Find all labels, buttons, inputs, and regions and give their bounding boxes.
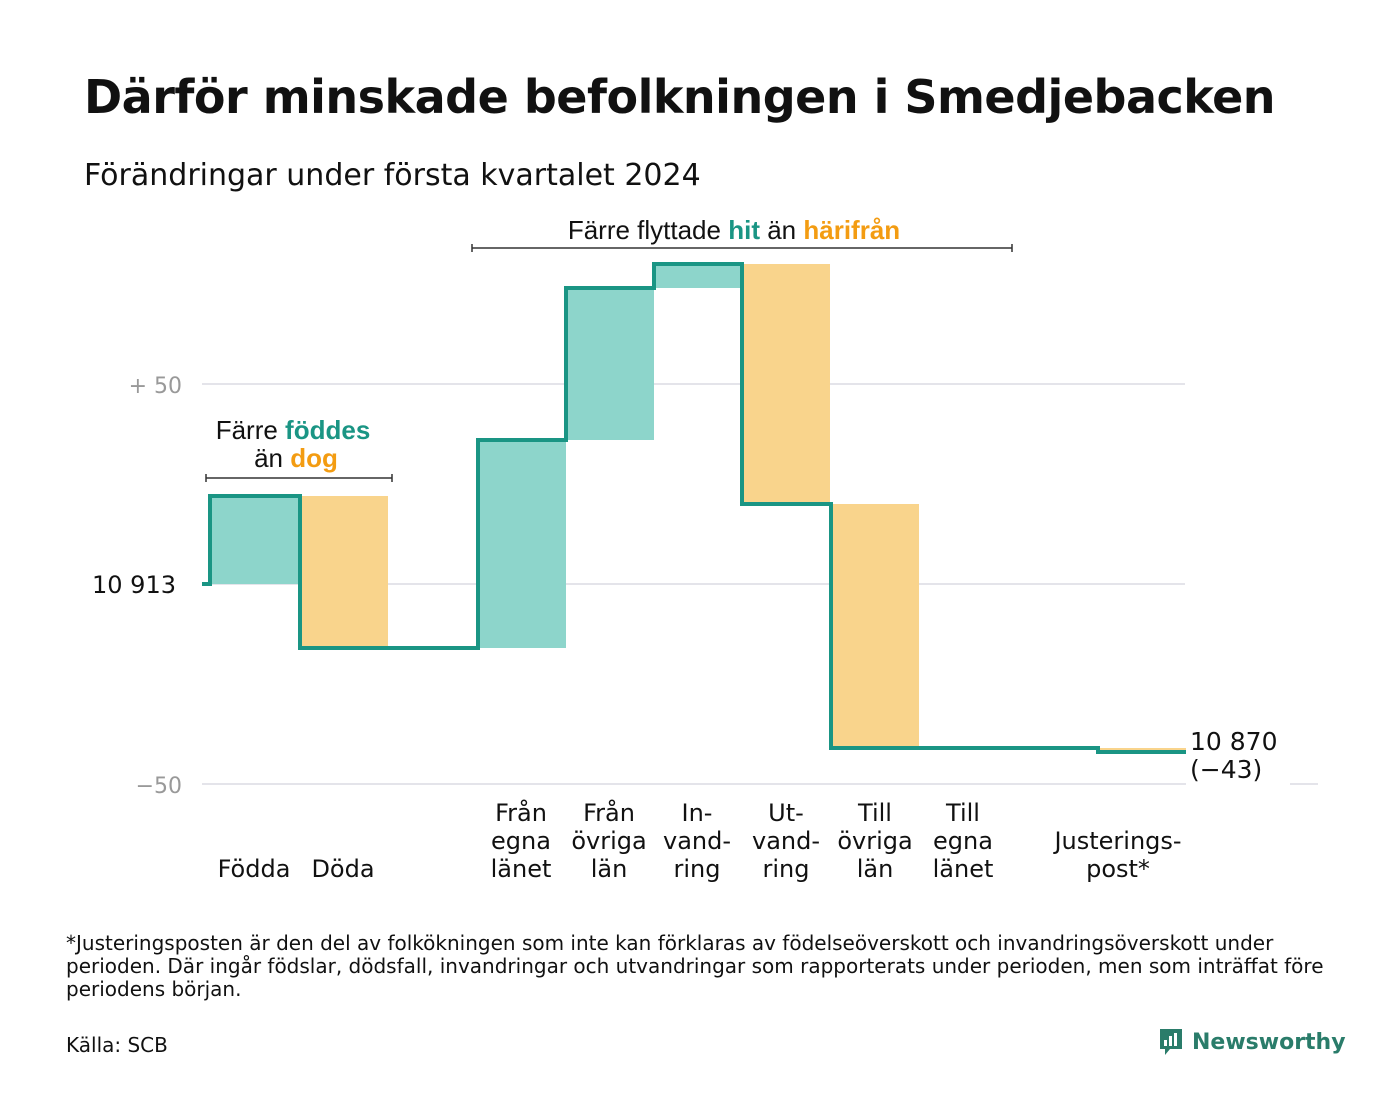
end-change-label: (−43) bbox=[1190, 755, 1262, 784]
bar bbox=[742, 264, 830, 504]
category-label: Döda bbox=[311, 855, 374, 883]
annotation-line: Färre föddes bbox=[216, 415, 371, 445]
category-label-line: vand- bbox=[663, 827, 731, 855]
bar bbox=[831, 504, 919, 748]
category-label-line: post* bbox=[1086, 855, 1150, 883]
y-tick-label: −50 bbox=[136, 774, 182, 799]
category-label-line: övriga bbox=[571, 827, 646, 855]
end-label-gap bbox=[1186, 778, 1290, 790]
bar bbox=[566, 288, 654, 440]
annotation-word: föddes bbox=[278, 415, 370, 445]
category-label-line: Till bbox=[945, 799, 980, 827]
category-label: Ut-vand-ring bbox=[752, 799, 820, 883]
bracket-line bbox=[471, 244, 1013, 252]
y-tick-label: + 50 bbox=[129, 374, 182, 399]
annotation-line: än dog bbox=[254, 443, 338, 473]
category-label: Justerings-post* bbox=[1052, 827, 1181, 883]
category-label-line: egna bbox=[491, 827, 551, 855]
brand-logo: Newsworthy bbox=[1158, 1027, 1346, 1057]
cumulative-step-line bbox=[202, 262, 1186, 754]
category-label-line: egna bbox=[933, 827, 993, 855]
category-label: Födda bbox=[218, 855, 291, 883]
bar bbox=[300, 496, 388, 648]
category-label-line: vand- bbox=[752, 827, 820, 855]
chart-subtitle: Förändringar under första kvartalet 2024 bbox=[84, 158, 701, 193]
category-label-line: Ut- bbox=[768, 799, 804, 827]
annotation-word: hit bbox=[721, 215, 760, 245]
bar bbox=[654, 264, 742, 288]
annotation-word: härifrån bbox=[796, 215, 900, 245]
annotation-line: Färre flyttade hit än härifrån bbox=[568, 215, 900, 245]
bar bbox=[210, 496, 298, 584]
category-label-line: Från bbox=[495, 798, 547, 827]
annotation-word: dog bbox=[283, 443, 338, 473]
category-label-line: Födda bbox=[218, 855, 291, 883]
category-label-line: Från bbox=[583, 798, 635, 827]
footnote: *Justeringsposten är den del av folkökni… bbox=[66, 931, 1324, 1001]
category-label-line: övriga bbox=[837, 827, 912, 855]
chart-title: Därför minskade befolkningen i Smedjebac… bbox=[84, 70, 1276, 124]
y-tick-label: 10 913 bbox=[92, 571, 176, 599]
category-label-line: Justerings- bbox=[1052, 827, 1181, 855]
category-label-line: ring bbox=[674, 855, 721, 883]
category-label-line: länet bbox=[491, 855, 552, 883]
annotation-word: Färre flyttade bbox=[568, 215, 721, 245]
category-label-line: län bbox=[857, 855, 894, 883]
end-total-label: 10 870 bbox=[1190, 727, 1277, 756]
bar bbox=[478, 440, 566, 648]
bracket-line bbox=[205, 474, 393, 482]
annotation-word: än bbox=[254, 443, 283, 473]
brand-name: Newsworthy bbox=[1192, 1029, 1346, 1055]
annotation-migration: Färre flyttade hit än härifrån bbox=[471, 215, 1013, 252]
category-label-line: län bbox=[591, 855, 628, 883]
category-label-line: ring bbox=[763, 855, 810, 883]
newsworthy-logo-icon bbox=[1160, 1029, 1182, 1055]
category-label-line: In- bbox=[682, 799, 713, 827]
category-label-line: Döda bbox=[311, 855, 374, 883]
category-label-line: länet bbox=[933, 855, 994, 883]
annotation-word: Färre bbox=[216, 415, 278, 445]
category-label-line: Till bbox=[857, 799, 892, 827]
annotation-word: än bbox=[760, 215, 796, 245]
category-label: In-vand-ring bbox=[663, 799, 731, 883]
source-label: Källa: SCB bbox=[66, 1033, 168, 1057]
